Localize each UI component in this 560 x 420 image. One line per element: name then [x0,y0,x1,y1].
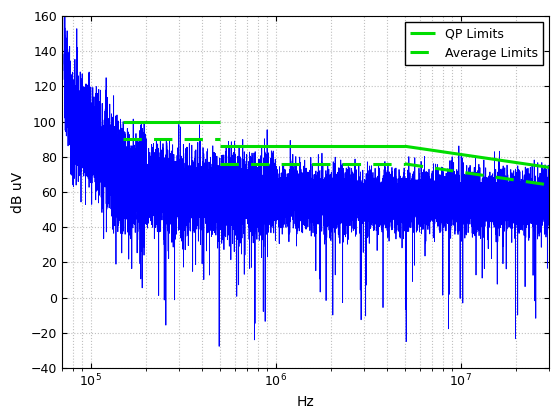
Average Limits [120,136,127,142]
Legend: QP Limits, Average Limits: QP Limits, Average Limits [405,22,543,65]
QP Limits [120,119,127,124]
X-axis label: Hz: Hz [297,395,314,409]
Average Limits [217,136,223,142]
QP Limits [217,119,223,124]
Y-axis label: dB uV: dB uV [11,171,25,213]
